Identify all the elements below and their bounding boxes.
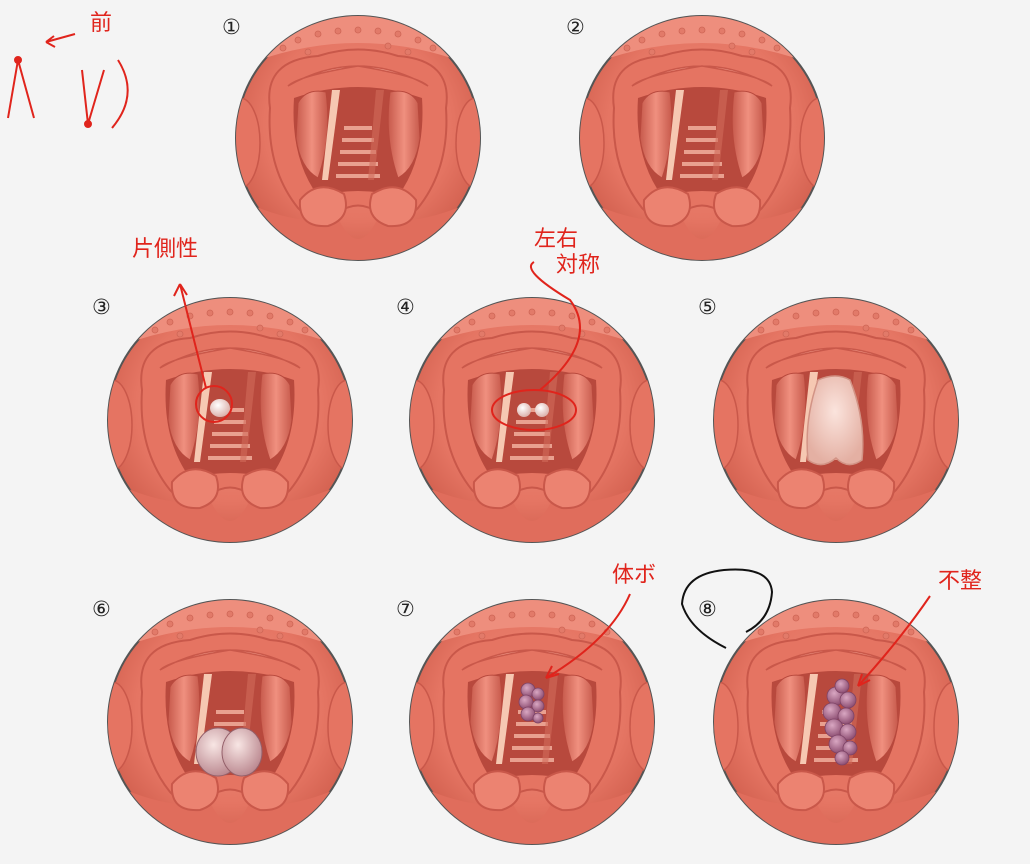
panel-number: ⑧ bbox=[698, 597, 717, 621]
annotation-arrow bbox=[545, 593, 631, 679]
panel-7: ⑦ 体ボ bbox=[394, 563, 670, 844]
panel-3: ③ 片側性 bbox=[92, 237, 368, 542]
irregular-label: 不整 bbox=[938, 569, 982, 594]
panel-1: ① bbox=[220, 15, 496, 260]
panel-number: ① bbox=[222, 15, 241, 39]
panel-number: ② bbox=[566, 15, 585, 39]
panel-number: ③ bbox=[92, 295, 111, 319]
single-label: 体ボ bbox=[612, 563, 656, 588]
panel-number: ④ bbox=[396, 295, 415, 319]
panel-6: ⑥ bbox=[92, 597, 368, 844]
unilateral-nodule bbox=[210, 399, 230, 417]
front-label: 前 bbox=[90, 11, 112, 36]
annotation-circle bbox=[195, 385, 233, 423]
panel-5: ⑤ bbox=[698, 295, 974, 542]
panel-number: ⑤ bbox=[698, 295, 717, 319]
irregular-tumor bbox=[822, 678, 858, 766]
bilateral-nodule-right bbox=[535, 403, 549, 417]
edematous-cords bbox=[806, 375, 864, 466]
papilloma-small bbox=[518, 682, 545, 724]
annotation-curve bbox=[529, 261, 581, 391]
unilateral-label: 片側性 bbox=[132, 237, 198, 262]
black-circle-mark bbox=[680, 568, 774, 649]
polyp-right bbox=[221, 727, 263, 777]
annotation-arrow bbox=[857, 595, 931, 687]
bilateral-label-2: 対称 bbox=[556, 253, 600, 278]
annotation-arrow bbox=[173, 283, 207, 389]
panel-4: ④ 左右 対称 bbox=[394, 227, 670, 542]
orientation-sketch bbox=[7, 33, 129, 129]
bilateral-label-1: 左右 bbox=[534, 227, 578, 252]
panel-number: ⑦ bbox=[396, 597, 415, 621]
panel-2: ② bbox=[564, 15, 840, 260]
panel-8: ⑧ 不整 bbox=[680, 568, 982, 844]
bilateral-nodule-left bbox=[517, 403, 531, 417]
annotation-circle bbox=[491, 389, 577, 431]
panel-number: ⑥ bbox=[92, 597, 111, 621]
